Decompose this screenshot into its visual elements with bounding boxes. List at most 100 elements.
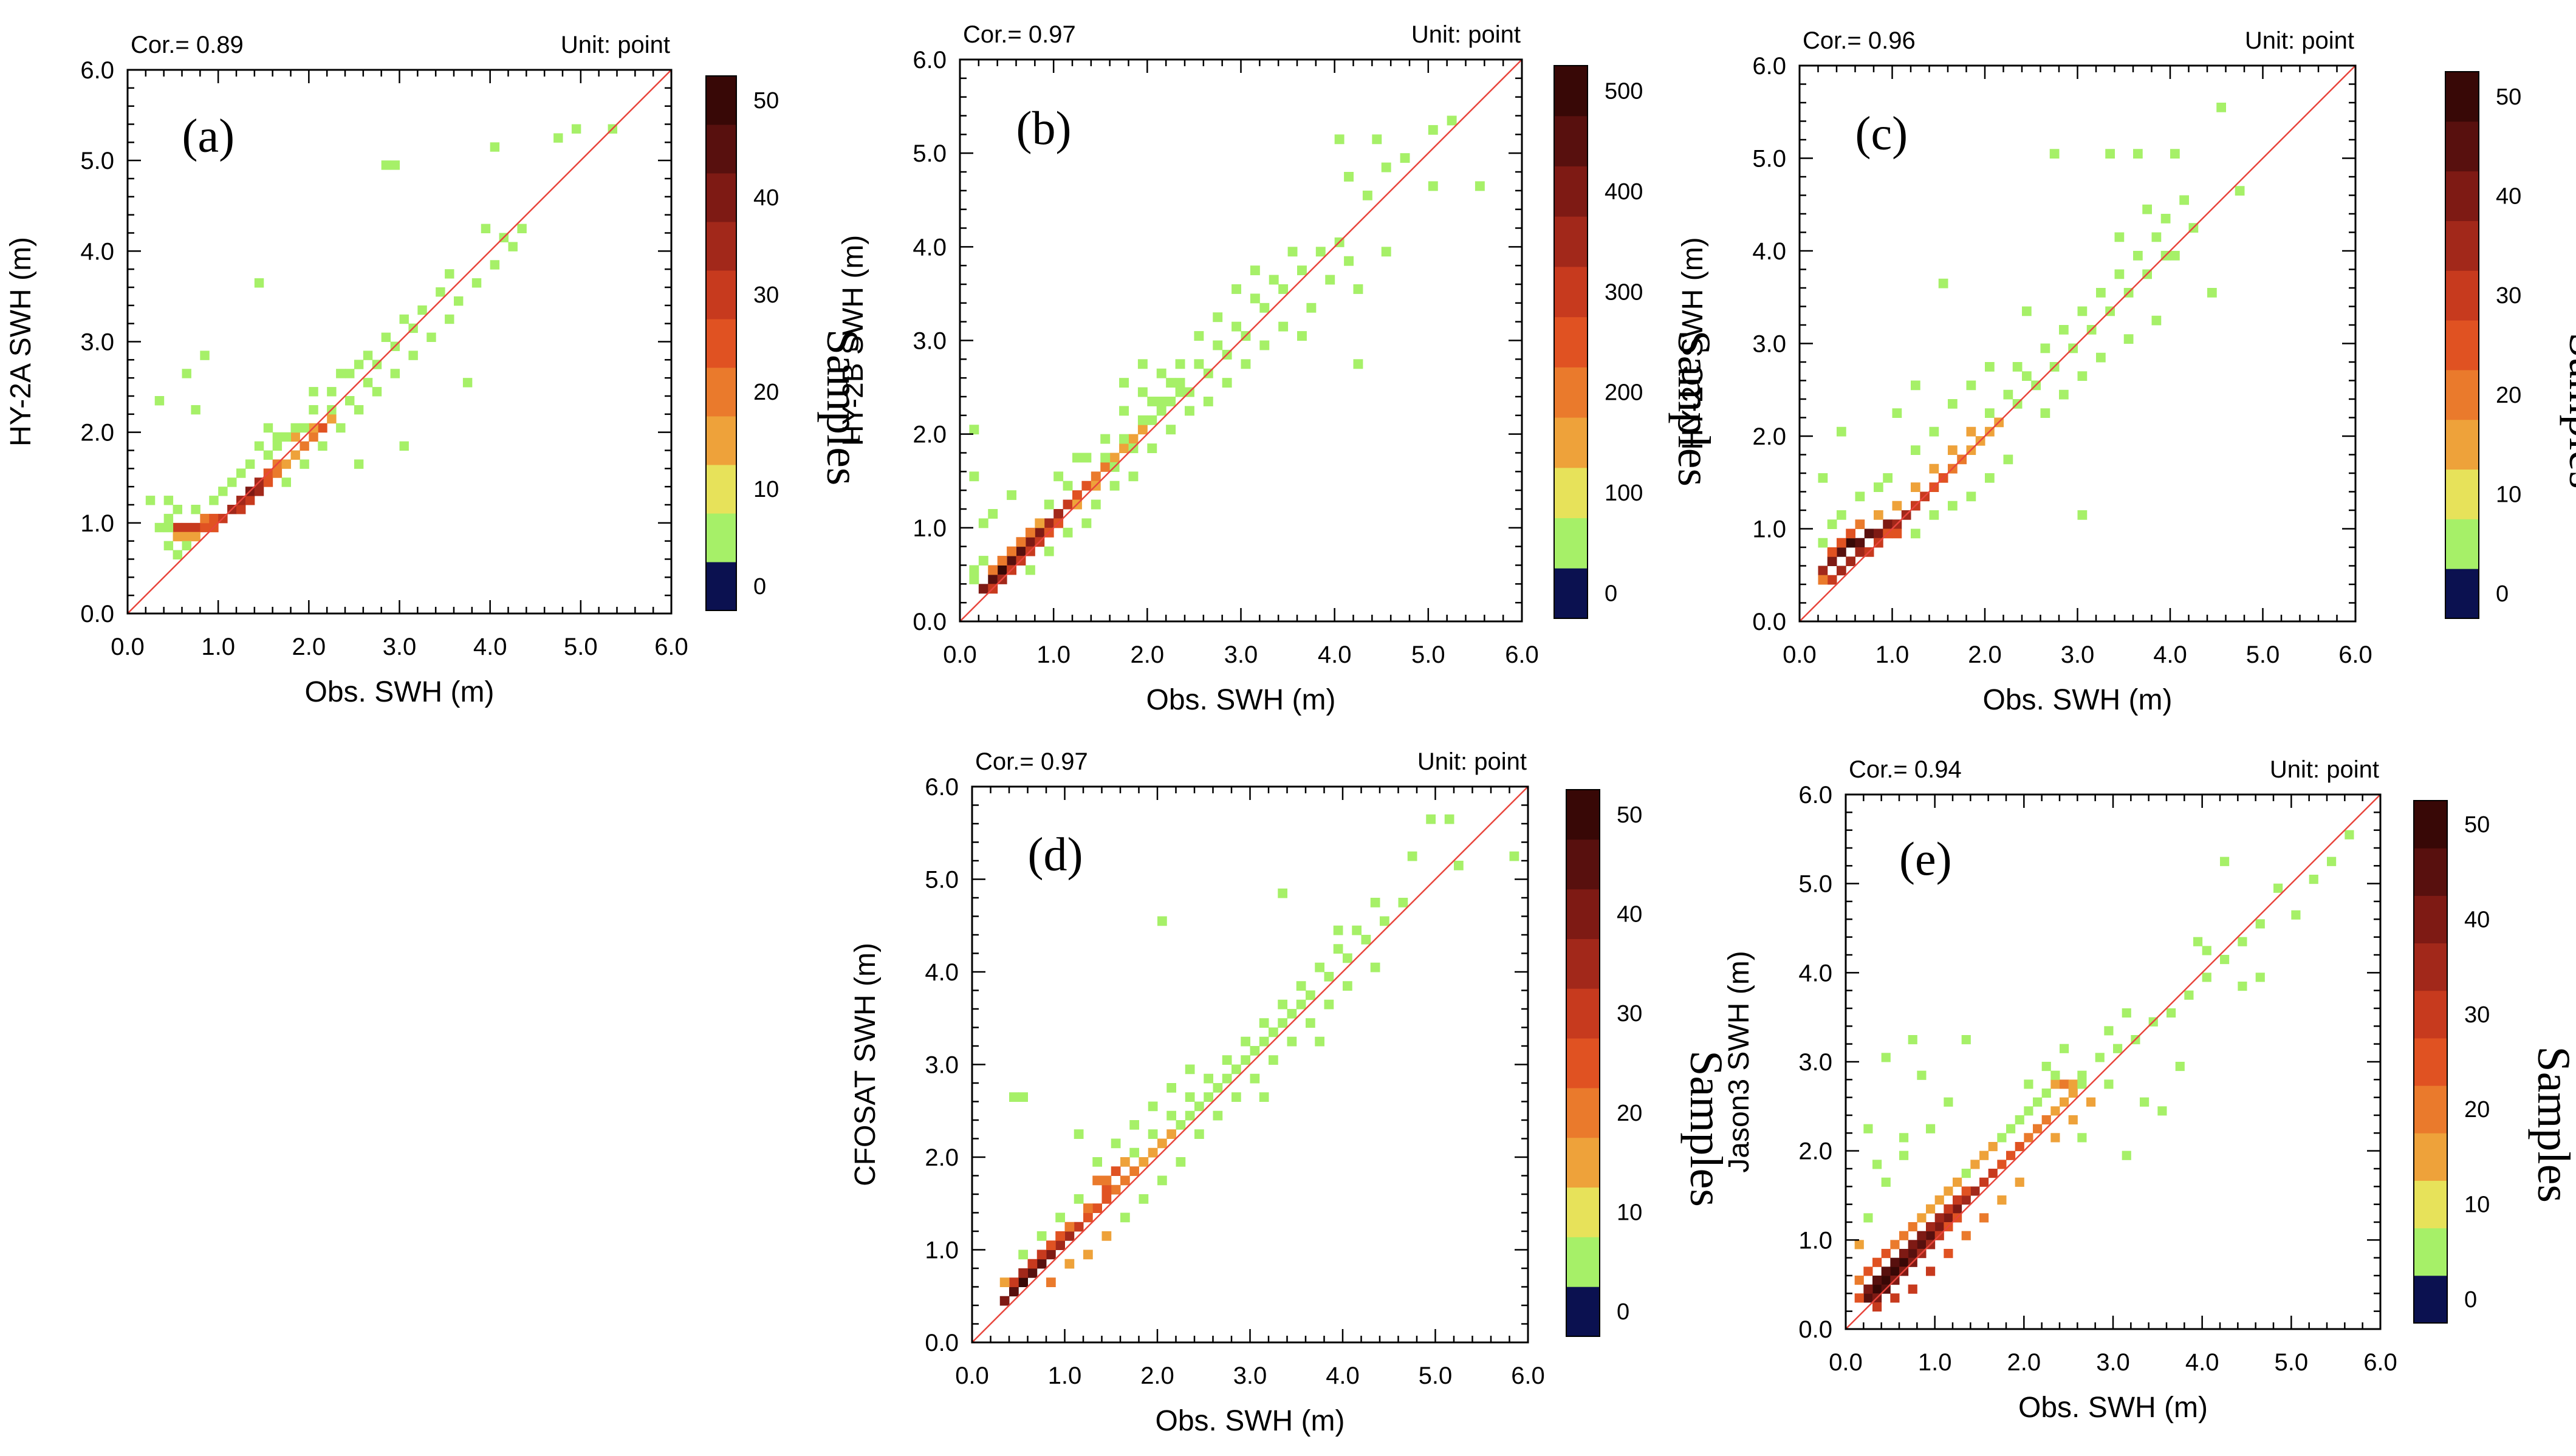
- heatmap-cell: [1997, 1160, 2007, 1169]
- colorbar-swatch: [2414, 1037, 2447, 1086]
- colorbar-swatch: [706, 173, 736, 222]
- y-tick-label: 2.0: [80, 420, 114, 446]
- heatmap-cell: [1818, 538, 1828, 548]
- heatmap-cell: [1961, 1186, 1971, 1196]
- heatmap-cell: [2041, 1115, 2051, 1125]
- heatmap-cells: [999, 814, 1519, 1306]
- heatmap-cell: [1988, 1142, 1998, 1152]
- heatmap-cell: [454, 296, 464, 306]
- heatmap-cell: [1025, 565, 1035, 575]
- colorbar-swatch: [1554, 518, 1588, 569]
- heatmap-cell: [318, 441, 327, 451]
- y-tick-label: 4.0: [1798, 960, 1832, 986]
- y-tick-label: 3.0: [1752, 331, 1786, 358]
- x-tick-label: 0.0: [955, 1362, 989, 1389]
- heatmap-cell: [1883, 473, 1893, 483]
- heatmap-cell: [1137, 359, 1148, 369]
- y-tick-label: 1.0: [1752, 516, 1786, 543]
- heatmap-cell: [1827, 519, 1837, 529]
- heatmap-cells: [1854, 830, 2354, 1312]
- heatmap-cell: [281, 459, 291, 469]
- heatmap-cell: [1231, 1064, 1241, 1075]
- heatmap-cell: [2105, 149, 2115, 159]
- heatmap-cell: [1966, 380, 1976, 391]
- heatmap-cell: [309, 405, 318, 415]
- heatmap-cell: [1018, 1092, 1028, 1102]
- heatmap-cell: [2133, 149, 2143, 159]
- heatmap-cell: [281, 477, 291, 487]
- heatmap-cell: [1818, 473, 1828, 483]
- heatmap-cell: [1269, 1027, 1278, 1037]
- colorbar-tick-label: 30: [2496, 283, 2521, 309]
- colorbar-swatch: [2414, 895, 2447, 944]
- heatmap-cell: [281, 432, 291, 442]
- heatmap-cell: [1881, 1276, 1891, 1285]
- heatmap-cell: [1352, 925, 1362, 935]
- heatmap-cell: [2140, 1097, 2150, 1107]
- heatmap-cell: [1961, 1035, 1971, 1045]
- heatmap-cell: [1361, 935, 1371, 945]
- heatmap-cell: [1827, 547, 1837, 557]
- heatmap-cell: [978, 584, 988, 594]
- heatmap-cell: [1120, 1157, 1130, 1167]
- heatmap-cell: [2220, 856, 2230, 866]
- heatmap-cell: [2184, 990, 2194, 1000]
- heatmap-cell: [1166, 425, 1176, 435]
- heatmap-cell: [163, 513, 174, 524]
- heatmap-cell: [354, 459, 364, 469]
- heatmap-cell: [1863, 1266, 1873, 1276]
- heatmap-cell: [254, 487, 264, 496]
- colorbar-swatch: [1566, 1087, 1600, 1138]
- heatmap-cell: [2050, 1070, 2060, 1080]
- heatmap-cell: [1454, 861, 1464, 870]
- heatmap-cell: [1044, 546, 1054, 556]
- heatmap-cell: [1204, 1073, 1213, 1084]
- heatmap-cell: [1148, 1147, 1158, 1158]
- heatmap-cell: [2255, 919, 2265, 929]
- y-tick-label: 6.0: [913, 47, 947, 73]
- heatmap-cell: [1827, 556, 1837, 566]
- colorbar-swatch: [1554, 66, 1588, 117]
- heatmap-cell: [1287, 1036, 1297, 1047]
- heatmap-cell: [1911, 528, 1920, 539]
- heatmap-cell: [1881, 1053, 1891, 1062]
- heatmap-cell: [969, 574, 979, 584]
- panel-label: (b): [1016, 101, 1072, 154]
- colorbar-swatch: [2414, 1085, 2447, 1133]
- heatmap-cell: [300, 459, 309, 469]
- x-tick-label: 2.0: [1968, 641, 2002, 668]
- heatmap-cell: [1855, 547, 1865, 557]
- heatmap-cell: [1333, 944, 1343, 954]
- colorbar-swatch: [2445, 171, 2479, 221]
- heatmap-cell: [1917, 1213, 1927, 1223]
- heatmap-cell: [1837, 538, 1846, 548]
- heatmap-cell: [2077, 306, 2088, 316]
- heatmap-cell: [2006, 1124, 2016, 1133]
- heatmap-cell: [1072, 490, 1082, 501]
- heatmap-cell: [1046, 1277, 1056, 1287]
- unit-label: Unit: point: [1411, 21, 1521, 48]
- heatmap-cell: [2202, 972, 2211, 982]
- y-tick-label: 3.0: [913, 328, 947, 355]
- heatmap-cell: [1953, 1177, 1962, 1187]
- heatmap-cell: [173, 522, 182, 533]
- heatmap-cell: [2040, 408, 2050, 418]
- heatmap-cell: [2068, 1089, 2078, 1098]
- heatmap-cell: [1139, 1194, 1149, 1204]
- heatmap-cell: [263, 423, 273, 433]
- heatmap-cell: [1343, 953, 1352, 963]
- heatmap-cell: [1083, 1249, 1093, 1260]
- heatmap-cell: [1837, 426, 1846, 437]
- heatmap-cell: [1926, 1204, 1936, 1214]
- colorbar-tick-label: 40: [2464, 907, 2490, 932]
- heatmap-cell: [2050, 1133, 2060, 1143]
- heatmap-cell: [426, 332, 436, 342]
- heatmap-cell: [2077, 1079, 2087, 1089]
- colorbar-tick-label: 40: [753, 185, 779, 211]
- colorbar-swatch: [1566, 938, 1600, 989]
- heatmap-cell: [1063, 480, 1073, 491]
- colorbar-swatch: [706, 465, 736, 514]
- heatmap-cell: [1926, 1231, 1936, 1240]
- heatmap-cell: [1890, 1240, 1900, 1249]
- heatmap-cell: [345, 369, 355, 378]
